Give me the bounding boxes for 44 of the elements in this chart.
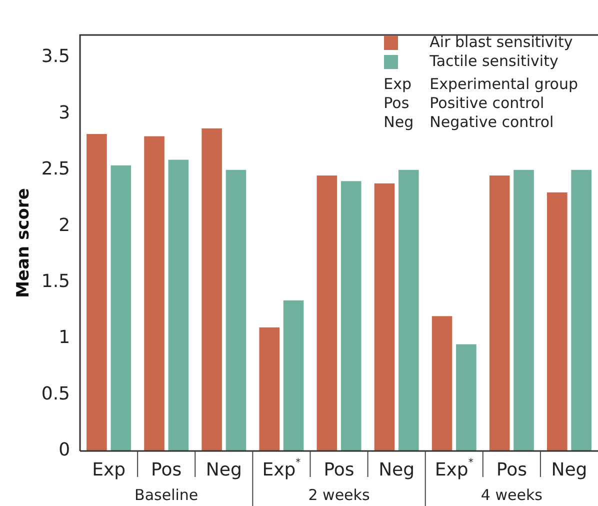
text: Pos Positive control <box>384 94 544 112</box>
legend-label: Air blast sensitivity <box>430 33 573 52</box>
annotation: Neg Negative control <box>384 113 554 132</box>
text: 2 weeks <box>308 486 370 504</box>
bar <box>144 136 164 451</box>
y-tick-label: 2 <box>58 214 70 236</box>
y-tick-label: 0 <box>58 440 70 461</box>
x-tick-label: Neg <box>206 460 242 481</box>
y-axis-title: Mean score <box>14 188 34 298</box>
text: Baseline <box>134 486 198 504</box>
y-tick-label: 1 <box>58 327 70 348</box>
bar <box>283 300 304 451</box>
bar <box>259 327 280 451</box>
x-tick-label: Pos <box>324 460 354 481</box>
bar <box>202 128 222 451</box>
y-tick-label: 0.5 <box>41 383 70 404</box>
x-tick-label: Pos <box>496 460 527 481</box>
y-tick-label: 3 <box>58 102 70 124</box>
x-tick-label: Exp* <box>262 458 301 481</box>
bar <box>432 316 452 451</box>
bar <box>514 170 534 451</box>
bar <box>226 170 246 451</box>
x-tick-label: Exp* <box>434 458 474 481</box>
text: Exp Experimental group <box>384 75 578 93</box>
bar <box>340 181 362 451</box>
x-tick-label: Exp <box>92 460 126 481</box>
y-tick-label: 1.5 <box>41 271 70 292</box>
text: 4 weeks <box>480 486 543 504</box>
bar <box>546 192 568 451</box>
bar <box>110 165 132 451</box>
bar <box>456 344 476 451</box>
bar <box>398 170 419 451</box>
x-tick-label: Neg <box>378 460 415 481</box>
bar <box>168 160 189 451</box>
bar <box>374 183 395 451</box>
x-tick-label: Neg <box>551 460 588 481</box>
y-tick-label: 3.5 <box>41 46 70 68</box>
x-tick-label: Pos <box>151 460 182 481</box>
bar <box>571 170 592 451</box>
bar <box>316 176 338 451</box>
y-tick-label: 2.5 <box>41 158 70 180</box>
legend-label: Tactile sensitivity <box>430 52 558 71</box>
bar <box>86 134 107 451</box>
bar <box>489 176 510 451</box>
